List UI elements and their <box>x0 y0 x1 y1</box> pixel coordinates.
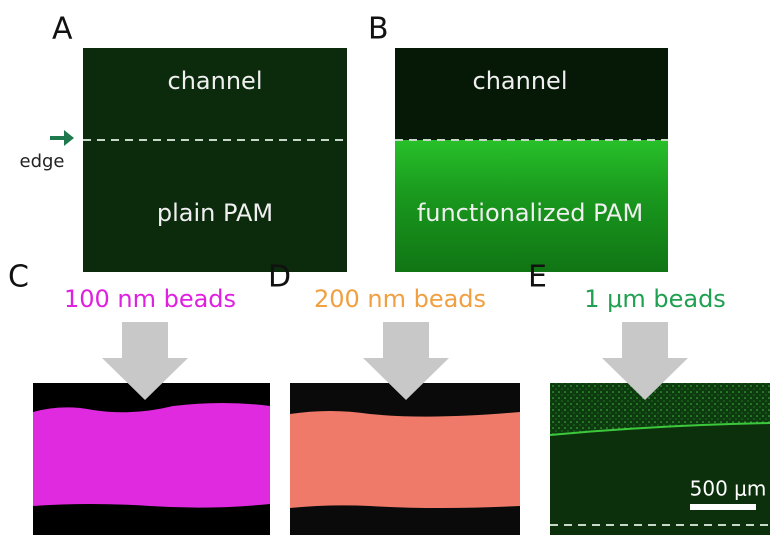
edge-arrow <box>50 130 74 146</box>
scale-bar <box>690 504 756 510</box>
scale-label: 500 μm <box>690 477 767 501</box>
caption: 100 nm beads <box>64 285 236 313</box>
image-text: plain PAM <box>157 199 273 227</box>
edge-label: edge <box>20 151 65 172</box>
panel-label: E <box>528 260 547 295</box>
panel-label: C <box>8 260 29 295</box>
figure: A channel plain PAM edge B channel funct… <box>0 0 770 535</box>
image-text: functionalized PAM <box>417 199 643 227</box>
panel-label: A <box>52 12 73 47</box>
bead-band <box>290 411 520 508</box>
caption: 1 μm beads <box>584 285 726 313</box>
panel-label: D <box>268 260 291 295</box>
image-text: channel <box>473 67 568 95</box>
panel-label: B <box>368 12 389 47</box>
bead-band <box>33 403 270 508</box>
image-text: channel <box>168 67 263 95</box>
caption: 200 nm beads <box>314 285 486 313</box>
